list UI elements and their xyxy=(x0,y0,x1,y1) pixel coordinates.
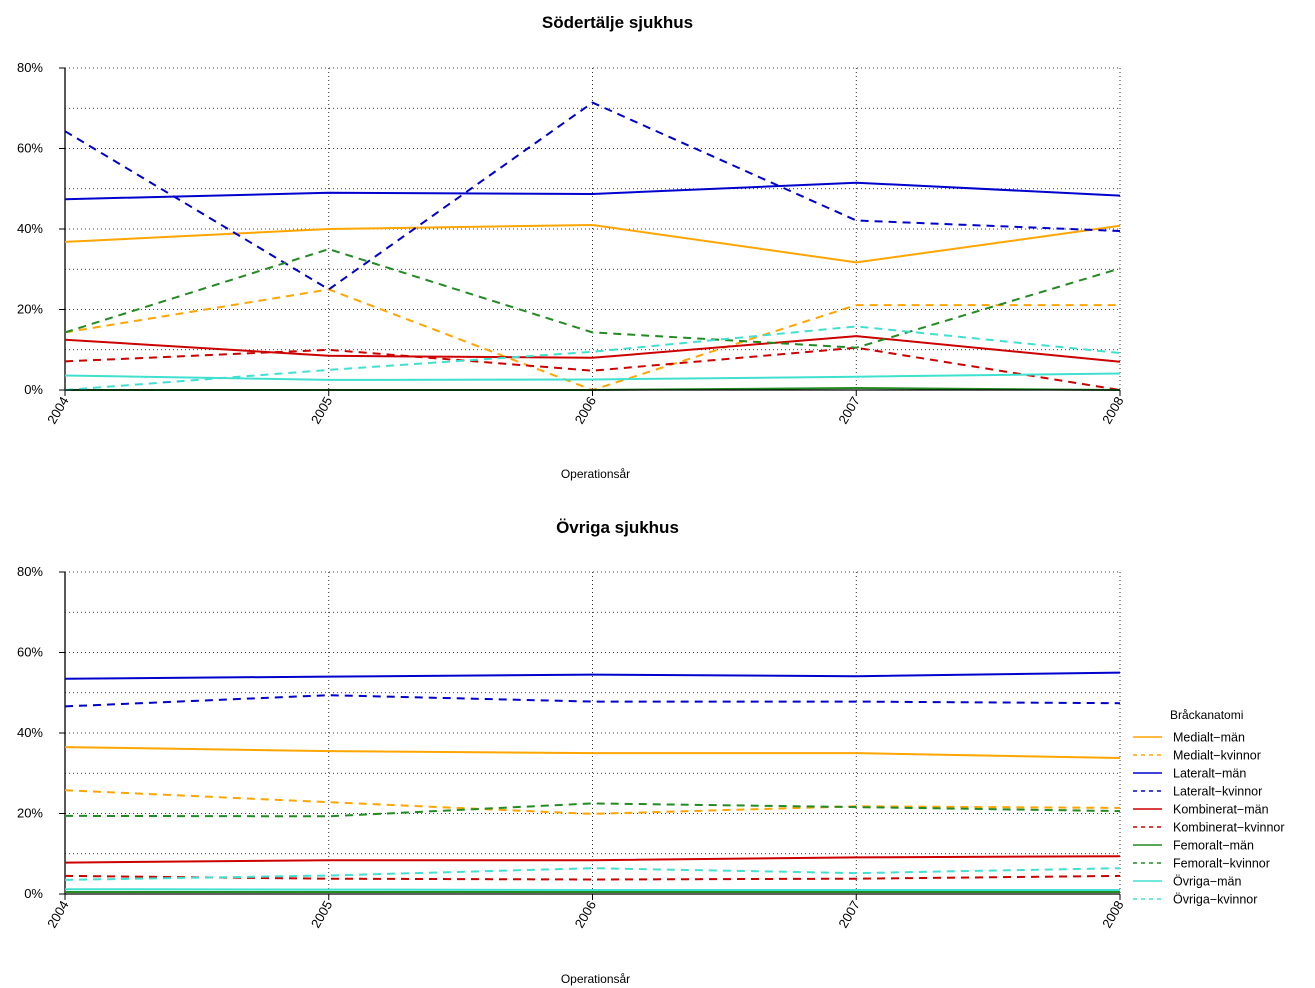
x-axis-label: Operationsår xyxy=(561,972,630,986)
y-tick-label: 40% xyxy=(17,221,43,236)
y-tick-label: 80% xyxy=(17,564,43,579)
legend-label-3: Lateralt−kvinnor xyxy=(1173,785,1262,799)
series-line-4 xyxy=(65,856,1120,862)
x-tick-label: 2005 xyxy=(308,394,335,427)
x-tick-label: 2004 xyxy=(44,394,71,427)
x-tick-label: 2007 xyxy=(835,898,862,931)
y-tick-label: 40% xyxy=(17,725,43,740)
x-tick-label: 2008 xyxy=(1099,898,1126,931)
legend-label-8: Övriga−män xyxy=(1173,875,1241,889)
legend-label-2: Lateralt−män xyxy=(1173,767,1246,781)
x-tick-label: 2007 xyxy=(835,394,862,427)
legend-label-5: Kombinerat−kvinnor xyxy=(1173,821,1285,835)
legend-label-9: Övriga−kvinnor xyxy=(1173,893,1257,907)
y-tick-label: 20% xyxy=(17,806,43,821)
x-tick-label: 2008 xyxy=(1099,394,1126,427)
series-lines xyxy=(65,103,1120,390)
x-tick-label: 2006 xyxy=(572,394,599,427)
chart-title: Övriga sjukhus xyxy=(556,518,679,537)
gridlines xyxy=(65,572,1120,894)
y-tick-label: 80% xyxy=(17,60,43,75)
x-tick-label: 2006 xyxy=(572,898,599,931)
legend-label-6: Femoralt−män xyxy=(1173,839,1254,853)
chart-title: Södertälje sjukhus xyxy=(542,13,693,32)
legend-label-1: Medialt−kvinnor xyxy=(1173,749,1261,763)
series-lines xyxy=(65,673,1120,892)
legend-title: Bråckanatomi xyxy=(1170,708,1243,722)
y-tick-label: 60% xyxy=(17,141,43,156)
x-tick-label: 2004 xyxy=(44,898,71,931)
legend: Bråckanatomi Medialt−män Medialt−kvinnor La… xyxy=(1133,708,1285,907)
series-line-1 xyxy=(65,790,1120,814)
series-line-7 xyxy=(65,803,1120,816)
series-line-8 xyxy=(65,889,1120,890)
y-tick-label: 0% xyxy=(24,886,43,901)
panel-sodertalje: Södertälje sjukhus 0% 20% 40% 60% 80% 2004 2005… xyxy=(17,13,1127,481)
y-tick-label: 20% xyxy=(17,302,43,317)
x-axis-label: Operationsår xyxy=(561,467,630,481)
legend-label-4: Kombinerat−män xyxy=(1173,803,1269,817)
legend-label-0: Medialt−män xyxy=(1173,731,1245,745)
legend-label-7: Femoralt−kvinnor xyxy=(1173,857,1270,871)
y-tick-label: 60% xyxy=(17,645,43,660)
series-line-2 xyxy=(65,673,1120,679)
series-line-7 xyxy=(65,249,1120,348)
x-tick-label: 2005 xyxy=(308,898,335,931)
panel-ovriga: Övriga sjukhus 0% 20% 40% 60% 80% 2004 2005 2006… xyxy=(17,518,1127,986)
gridlines xyxy=(65,68,1120,390)
y-tick-label: 0% xyxy=(24,382,43,397)
